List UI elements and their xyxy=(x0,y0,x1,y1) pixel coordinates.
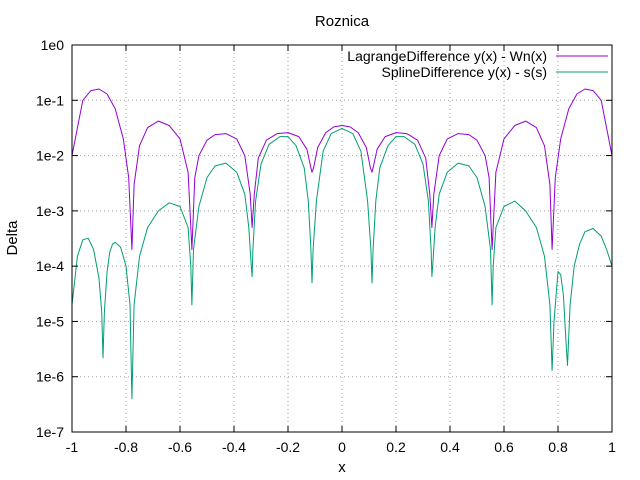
x-tick-label: 0.2 xyxy=(386,439,406,455)
chart-title: Roznica xyxy=(315,13,370,30)
x-tick-label: -0.4 xyxy=(222,439,246,455)
y-tick-label: 1e0 xyxy=(41,37,65,53)
tick-marks xyxy=(71,44,613,433)
x-tick-label: -0.8 xyxy=(114,439,138,455)
y-tick-label: 1e-1 xyxy=(36,92,64,108)
y-tick-label: 1e-6 xyxy=(36,369,64,385)
series-layer xyxy=(71,88,613,400)
x-tick-label: 0.8 xyxy=(548,439,568,455)
x-axis-label: x xyxy=(338,459,346,476)
legend-label-spline: SplineDifference y(x) - s(s) xyxy=(382,64,547,80)
x-tick-label: 1 xyxy=(608,439,616,455)
x-tick-label: -1 xyxy=(66,439,79,455)
series-line-lagrange xyxy=(71,88,613,250)
x-tick-label: -0.2 xyxy=(276,439,300,455)
y-tick-label: 1e-5 xyxy=(36,313,64,329)
grid xyxy=(72,45,612,432)
x-tick-label: 0.4 xyxy=(440,439,460,455)
y-tick-label: 1e-3 xyxy=(36,203,64,219)
y-tick-label: 1e-2 xyxy=(36,148,64,164)
y-tick-labels: 1e-7 1e-6 1e-5 1e-4 1e-3 1e-2 1e-1 1e0 xyxy=(36,37,64,440)
x-tick-label: 0.6 xyxy=(494,439,514,455)
legend: LagrangeDifference y(x) - Wn(x) SplineDi… xyxy=(347,48,608,80)
y-tick-label: 1e-4 xyxy=(36,258,64,274)
x-tick-labels: -1 -0.8 -0.6 -0.4 -0.2 0 0.2 0.4 0.6 0.8 1 xyxy=(66,439,616,455)
x-tick-label: 0 xyxy=(338,439,346,455)
legend-label-lagrange: LagrangeDifference y(x) - Wn(x) xyxy=(347,48,547,64)
series-line-spline xyxy=(71,127,613,400)
x-tick-label: -0.6 xyxy=(168,439,192,455)
y-tick-label: 1e-7 xyxy=(36,424,64,440)
y-axis-label: Delta xyxy=(4,220,21,256)
